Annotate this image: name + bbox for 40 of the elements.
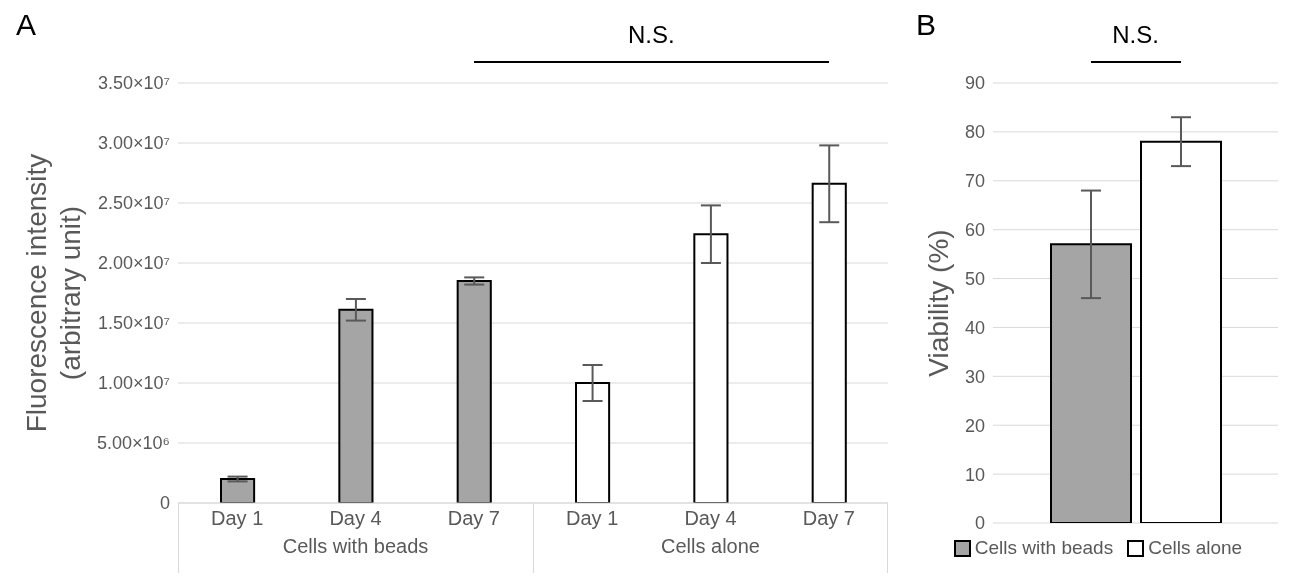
- legend-label: Cells with beads: [973, 537, 1114, 559]
- y-tick-label: 5.00×10⁶: [97, 433, 170, 454]
- y-tick-label: 60: [964, 220, 985, 241]
- y-axis-title: Fluorescence intensity (arbitrary unit): [21, 153, 86, 433]
- y-tick-label: 40: [964, 317, 985, 338]
- x-tick-label: Day 1: [566, 507, 619, 530]
- y-axis-title: Viability (%): [923, 229, 954, 377]
- chart-title: B: [916, 8, 937, 42]
- bar: [693, 233, 729, 503]
- text: Cells alone: [660, 535, 761, 558]
- y-tick-label: 30: [964, 366, 985, 387]
- y-tick-label: 0: [974, 513, 985, 534]
- bar: [338, 308, 374, 503]
- x-tick-label: Day 4: [329, 507, 382, 530]
- text: Cells with beads: [281, 535, 430, 558]
- chart-title: A: [16, 8, 37, 42]
- y-tick-label: 10: [964, 464, 985, 485]
- y-tick-label: 70: [964, 171, 985, 192]
- y-tick-label: 1.50×10⁷: [97, 313, 170, 334]
- y-tick-label: 2.00×10⁷: [97, 253, 170, 274]
- bar: [811, 182, 847, 503]
- y-tick-label: 90: [964, 73, 985, 94]
- bar: [575, 382, 611, 503]
- y-tick-label: 3.50×10⁷: [97, 73, 170, 94]
- x-tick-label: Day 7: [447, 507, 500, 530]
- x-tick-label: Day 7: [802, 507, 855, 530]
- y-tick-label: 2.50×10⁷: [97, 193, 170, 214]
- text: N.S.: [1111, 21, 1160, 49]
- x-tick-label: Day 4: [684, 507, 737, 530]
- y-tick-label: 0: [159, 493, 170, 514]
- y-tick-label: 50: [964, 268, 985, 289]
- y-tick-label: 3.00×10⁷: [97, 133, 170, 154]
- x-tick-label: Day 1: [211, 507, 264, 530]
- bar: [456, 280, 492, 503]
- y-tick-label: 20: [964, 415, 985, 436]
- y-tick-label: 80: [964, 122, 985, 143]
- y-tick-label: 1.00×10⁷: [97, 373, 170, 394]
- text: N.S.: [627, 21, 676, 49]
- legend-label: Cells alone: [1147, 537, 1243, 559]
- bar: [220, 478, 256, 503]
